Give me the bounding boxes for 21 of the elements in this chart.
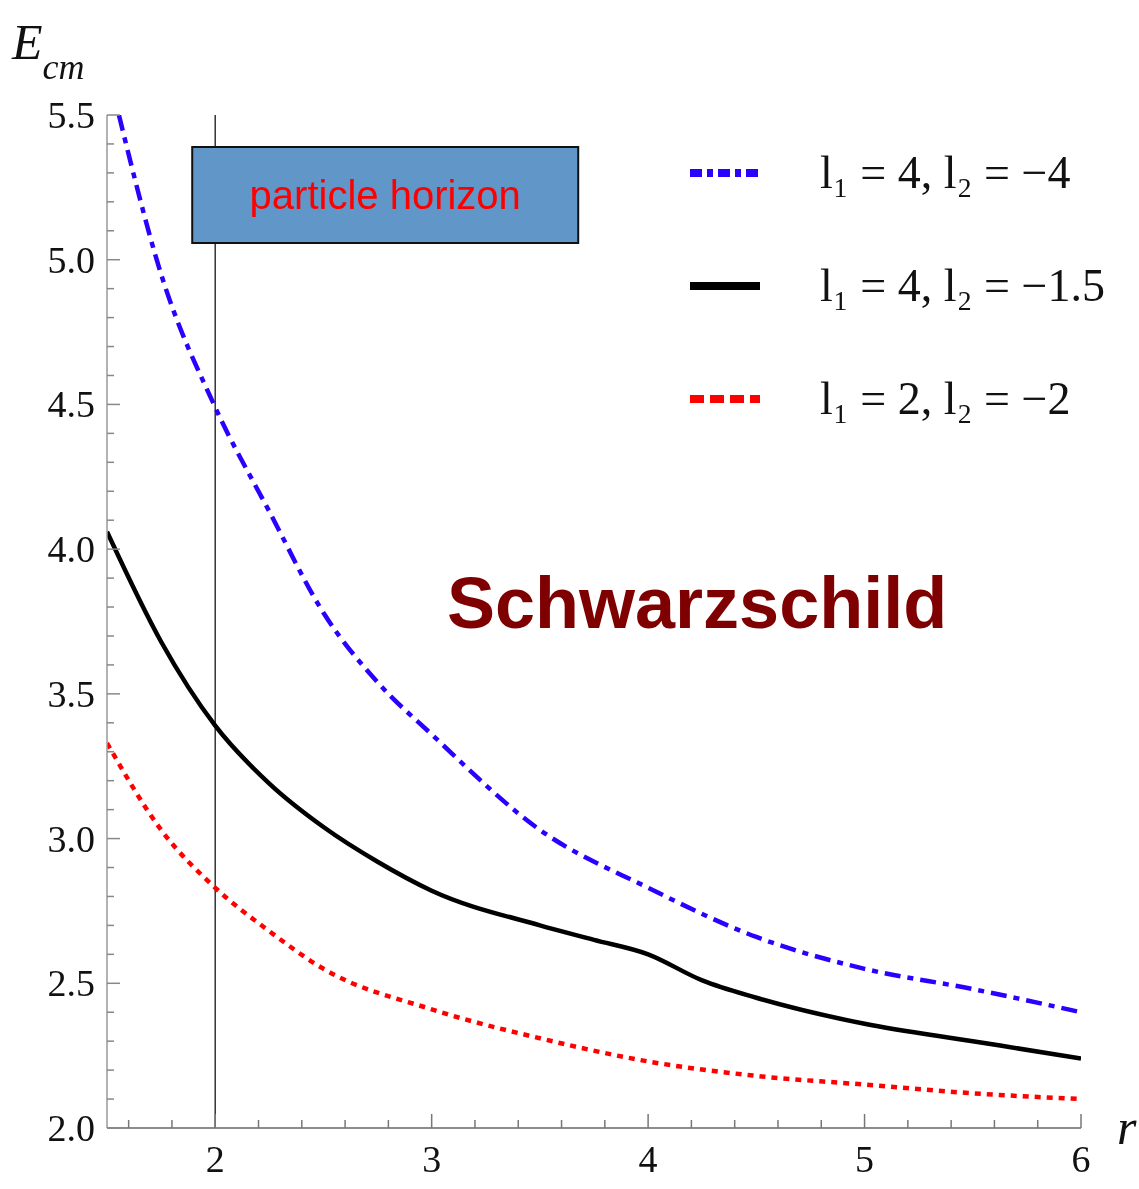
- x-tick-label: 4: [638, 1138, 658, 1180]
- legend-label: l₁ = 4, l₂ = −1.5: [820, 259, 1105, 312]
- annotation: Schwarzschild: [447, 563, 948, 643]
- y-tick-label: 2.0: [47, 1107, 95, 1149]
- x-tick-label: 3: [422, 1138, 442, 1180]
- ref-line-label: particle horizon: [249, 173, 521, 217]
- legend-label: l₁ = 4, l₂ = −4: [820, 146, 1071, 199]
- x-axis-title: r: [1117, 1099, 1137, 1155]
- y-axis-title: E$_{cm}$: [11, 14, 85, 87]
- x-tick-label: 6: [1071, 1138, 1091, 1180]
- y-tick-label: 5.5: [47, 94, 95, 136]
- y-tick-label: 5.0: [47, 238, 95, 281]
- x-tick-label: 5: [855, 1138, 875, 1180]
- y-tick-label: 3.0: [47, 817, 95, 860]
- line-series: [107, 529, 1081, 1061]
- y-tick-label: 4.0: [47, 528, 95, 571]
- legend-label: l₁ = 2, l₂ = −2: [820, 372, 1071, 425]
- y-tick-label: 4.5: [47, 383, 95, 426]
- x-tick-label: 2: [205, 1138, 225, 1180]
- y-tick-label: 2.5: [47, 962, 95, 1005]
- y-tick-label: 3.5: [47, 672, 95, 715]
